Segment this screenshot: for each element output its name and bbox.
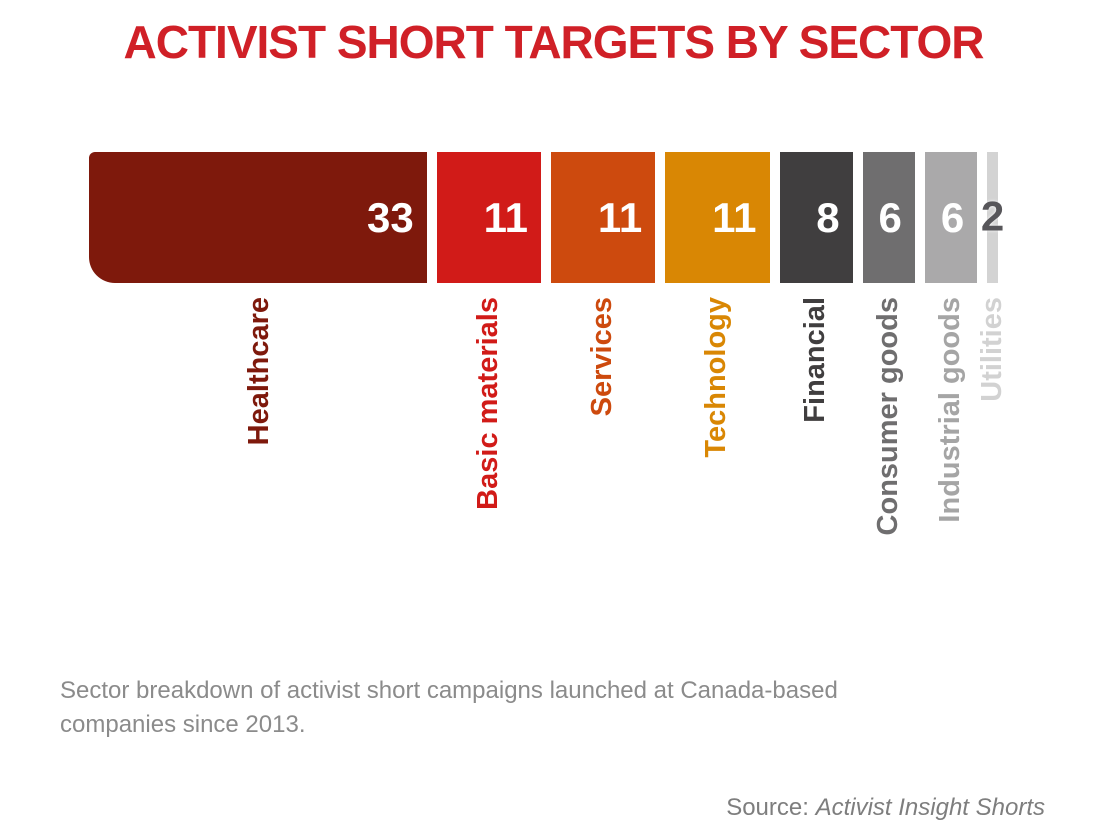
bar-value-financial: 8 (816, 193, 840, 241)
source-name: Activist Insight Shorts (815, 794, 1045, 821)
label-cell-basic-materials: Basic materials (432, 297, 546, 597)
bar-value-industrial-goods: 6 (940, 193, 965, 241)
bar-segment-industrial-goods: 6 (920, 152, 982, 283)
bar-chart: 33 11 11 11 8 6 6 2 Healthcare Basic materials Se… (89, 152, 1008, 597)
sector-label-technology: Technology (700, 297, 733, 458)
bar-fill-basic-materials: 11 (436, 152, 541, 283)
bar-fill-consumer-goods: 6 (862, 152, 915, 283)
sector-label-healthcare: Healthcare (243, 297, 276, 446)
bar-segment-consumer-goods: 6 (858, 152, 920, 283)
bar-fill-technology: 11 (665, 152, 770, 283)
bar-segment-financial: 8 (775, 152, 858, 283)
bar-segment-basic-materials: 11 (432, 152, 546, 283)
source-prefix: Source: (726, 794, 816, 821)
chart-caption: Sector breakdown of activist short campa… (60, 677, 838, 738)
sector-label-industrial-goods: Industrial goods (934, 297, 967, 523)
chart-title: ACTIVIST SHORT TARGETS BY SECTOR (123, 16, 985, 68)
label-cell-industrial-goods: Industrial goods (920, 297, 982, 597)
bar-fill-utilities: 2 (981, 152, 1004, 283)
sector-label-consumer-goods: Consumer goods (871, 297, 904, 536)
bar-fill-financial: 8 (779, 152, 853, 283)
sector-label-basic-materials: Basic materials (471, 297, 504, 510)
sector-label-financial: Financial (799, 297, 832, 423)
sector-label-utilities: Utilities (975, 297, 1008, 402)
source-line: Source: Activist Insight Shorts (726, 792, 1045, 824)
label-cell-services: Services (546, 297, 660, 597)
sector-label-services: Services (586, 297, 619, 417)
bar-segment-healthcare: 33 (89, 152, 432, 283)
label-cell-financial: Financial (775, 297, 858, 597)
bar-value-consumer-goods: 6 (878, 193, 902, 241)
bar-fill-industrial-goods: 6 (924, 152, 978, 283)
bar-value-healthcare: 33 (367, 193, 414, 241)
bar-fill-services: 11 (551, 152, 656, 283)
bar-fill-healthcare: 33 (89, 152, 427, 283)
bar-value-utilities: 2 (980, 191, 1005, 239)
bar-value-technology: 11 (712, 193, 757, 241)
bar-segment-services: 11 (546, 152, 660, 283)
label-cell-healthcare: Healthcare (89, 297, 432, 597)
label-cell-utilities: Utilities (976, 297, 1008, 597)
bar-segment-technology: 11 (660, 152, 774, 283)
label-cell-consumer-goods: Consumer goods (858, 297, 920, 597)
label-cell-technology: Technology (660, 297, 774, 597)
bar-value-services: 11 (597, 193, 643, 241)
bar-value-basic-materials: 11 (483, 193, 528, 241)
bars-row: 33 11 11 11 8 6 6 2 (89, 152, 1004, 283)
category-labels-row: Healthcare Basic materials Services Technol… (89, 297, 1008, 597)
bar-segment-utilities: 2 (981, 152, 1004, 283)
